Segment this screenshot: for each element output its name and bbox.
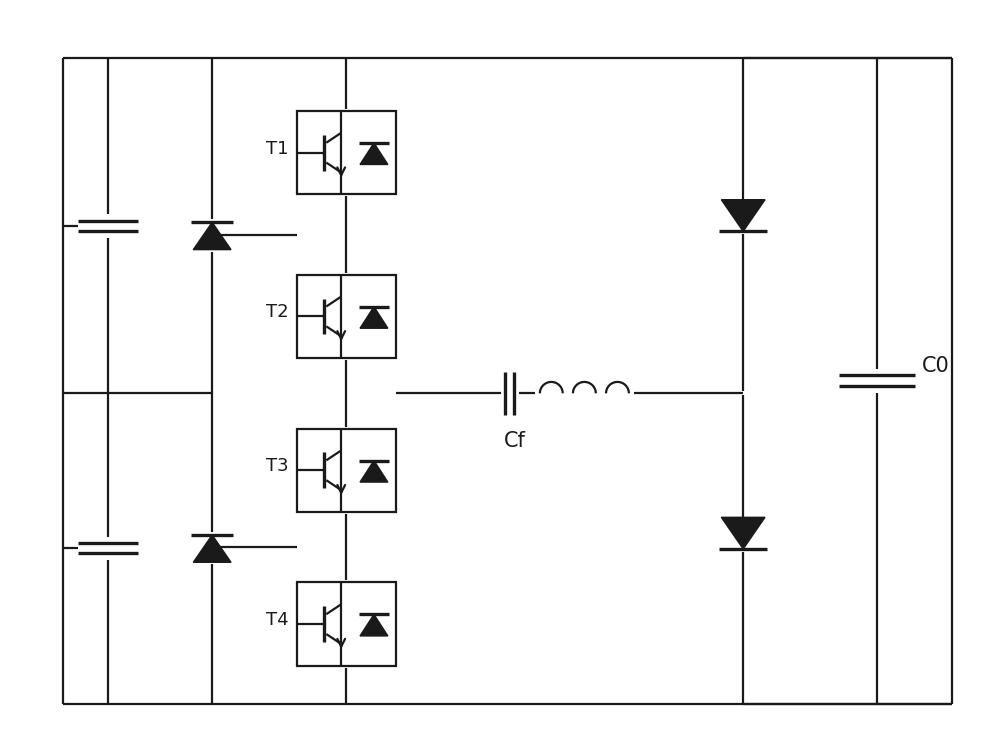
Text: T1: T1 — [266, 140, 289, 157]
Polygon shape — [360, 307, 388, 328]
Polygon shape — [193, 535, 231, 562]
Polygon shape — [360, 460, 388, 482]
Text: C0: C0 — [922, 356, 950, 376]
Polygon shape — [721, 200, 765, 231]
Polygon shape — [721, 517, 765, 549]
Polygon shape — [360, 143, 388, 164]
Polygon shape — [360, 615, 388, 636]
Text: T4: T4 — [266, 611, 289, 629]
Text: Cf: Cf — [504, 431, 526, 451]
Polygon shape — [193, 222, 231, 250]
Text: T2: T2 — [266, 304, 289, 322]
Text: T3: T3 — [266, 457, 289, 475]
